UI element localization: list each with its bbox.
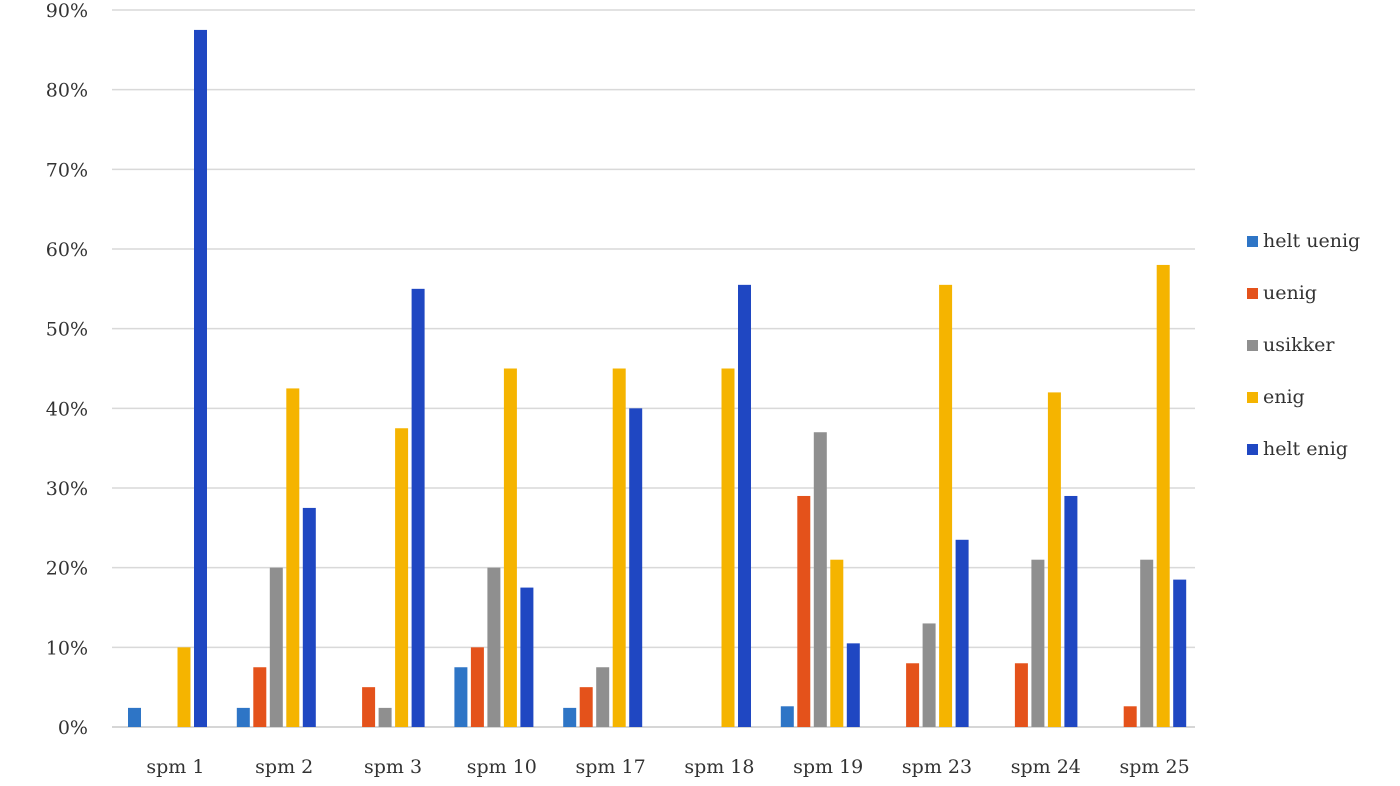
- x-tick-label: spm 10: [467, 756, 537, 778]
- legend-item: usikker: [1247, 332, 1360, 358]
- legend-swatch: [1247, 391, 1258, 403]
- y-tick-label: 90%: [46, 0, 88, 22]
- x-axis-tick-labels: spm 1 spm 2 spm 3 spm 10 spm 17 spm 18 spm 19 s…: [146, 756, 1189, 778]
- bar: [939, 284, 953, 727]
- bar: [797, 495, 811, 727]
- legend-swatch: [1247, 339, 1258, 351]
- bar: [629, 408, 643, 727]
- x-tick-label: spm 17: [576, 756, 646, 778]
- legend-swatch: [1247, 235, 1258, 247]
- bar: [128, 707, 141, 727]
- legend-label: helt uenig: [1263, 230, 1361, 252]
- bar: [286, 388, 300, 727]
- bar: [1156, 264, 1170, 727]
- bar: [1064, 495, 1078, 727]
- bar: [503, 368, 517, 727]
- bar: [454, 667, 468, 727]
- bar: [1014, 663, 1028, 727]
- y-tick-label: 20%: [46, 558, 88, 580]
- bar: [738, 284, 751, 727]
- y-tick-label: 70%: [46, 159, 88, 181]
- bar: [253, 667, 267, 727]
- bar: [194, 29, 207, 727]
- x-tick-label: spm 1: [146, 756, 204, 778]
- bar: [395, 428, 409, 727]
- bar: [177, 647, 191, 727]
- y-axis-tick-labels: 0% 10% 20% 30% 40% 50% 60% 70% 80% 90%: [46, 0, 88, 739]
- x-tick-label: spm 25: [1120, 756, 1190, 778]
- bar: [846, 643, 860, 727]
- bar: [378, 707, 392, 727]
- y-tick-label: 10%: [46, 637, 88, 659]
- x-tick-label: spm 24: [1011, 756, 1081, 778]
- bar: [236, 707, 250, 727]
- bar: [612, 368, 626, 727]
- y-tick-label: 40%: [46, 398, 88, 420]
- bar: [1140, 559, 1154, 727]
- bar: [1047, 392, 1061, 727]
- bar: [1031, 559, 1045, 727]
- legend-swatch: [1247, 287, 1258, 299]
- y-tick-label: 50%: [46, 319, 88, 341]
- bar: [922, 623, 936, 727]
- bar: [955, 539, 969, 727]
- bar: [780, 706, 794, 727]
- bar: [563, 707, 577, 727]
- x-tick-label: spm 2: [255, 756, 313, 778]
- legend-label: usikker: [1263, 334, 1335, 356]
- bar: [579, 687, 593, 727]
- bars: [128, 29, 1187, 727]
- legend: helt uenig uenig usikker enig helt enig: [1247, 228, 1360, 488]
- bar: [411, 288, 425, 727]
- legend-item: enig: [1247, 384, 1360, 410]
- x-tick-label: spm 18: [684, 756, 754, 778]
- bar: [470, 647, 484, 727]
- bar: [302, 507, 316, 727]
- bar: [1173, 579, 1187, 727]
- legend-label: uenig: [1263, 282, 1317, 304]
- bar: [487, 567, 501, 727]
- y-tick-label: 80%: [46, 80, 88, 102]
- bar: [362, 687, 376, 727]
- legend-swatch: [1247, 443, 1258, 455]
- x-tick-label: spm 3: [364, 756, 422, 778]
- legend-item: helt uenig: [1247, 228, 1360, 254]
- y-tick-label: 60%: [46, 239, 88, 261]
- y-tick-label: 30%: [46, 478, 88, 500]
- legend-item: helt enig: [1247, 436, 1360, 462]
- bar: [1123, 706, 1137, 727]
- bar: [269, 567, 283, 727]
- bar: [830, 559, 844, 727]
- x-tick-label: spm 23: [902, 756, 972, 778]
- legend-label: helt enig: [1263, 438, 1348, 460]
- bar: [813, 432, 827, 727]
- bar: [721, 368, 735, 727]
- bar: [520, 587, 534, 727]
- legend-label: enig: [1263, 386, 1305, 408]
- x-tick-label: spm 19: [793, 756, 863, 778]
- y-tick-label: 0%: [58, 717, 88, 739]
- bar: [596, 667, 610, 727]
- legend-item: uenig: [1247, 280, 1360, 306]
- bar: [906, 663, 920, 727]
